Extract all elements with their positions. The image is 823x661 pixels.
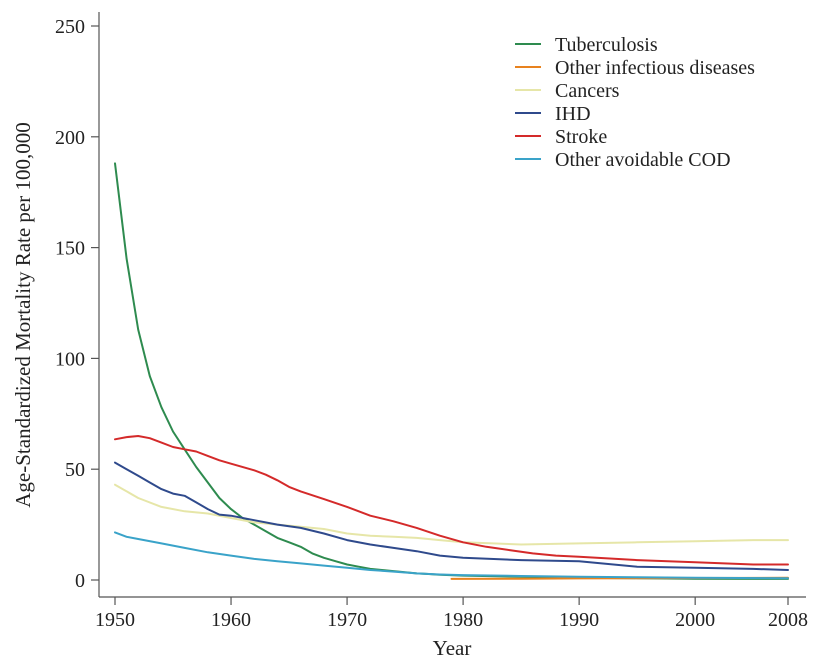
y-tick-label: 250	[55, 16, 85, 38]
legend-label-ihd: IHD	[555, 103, 591, 125]
y-axis-title: Age-Standardized Mortality Rate per 100,…	[11, 122, 35, 507]
x-tick-label: 2000	[675, 609, 715, 631]
series-line-other-avoidable-cod	[114, 531, 789, 580]
y-tick-label: 50	[65, 459, 85, 481]
x-tick-label: 1990	[559, 609, 599, 631]
legend-label-other-infectious-diseases: Other infectious diseases	[555, 57, 755, 79]
legend-label-tuberculosis: Tuberculosis	[555, 34, 658, 56]
series-line-ihd	[114, 461, 789, 571]
x-tick-label: 1970	[327, 609, 367, 631]
series-line-cancers	[114, 483, 789, 546]
x-tick-label: 2008	[768, 609, 808, 631]
y-tick-label: 150	[55, 238, 85, 260]
series-line-tuberculosis	[114, 162, 789, 580]
legend-label-stroke: Stroke	[555, 126, 607, 148]
series-line-stroke	[114, 435, 789, 566]
x-tick-label: 1950	[95, 609, 135, 631]
legend-label-cancers: Cancers	[555, 80, 620, 102]
axes: 0 50 100 150 200 250 1950 1960 1970 1980 1990 2000 2…	[55, 12, 808, 631]
x-tick-label: 1980	[443, 609, 483, 631]
y-tick-label: 200	[55, 127, 85, 149]
legend-label-other-avoidable-cod: Other avoidable COD	[555, 149, 731, 171]
x-tick-label: 1960	[211, 609, 251, 631]
y-tick-label: 100	[55, 348, 85, 370]
x-axis-title: Year	[433, 636, 472, 660]
y-tick-label: 0	[75, 570, 85, 592]
plot-area	[114, 162, 789, 580]
